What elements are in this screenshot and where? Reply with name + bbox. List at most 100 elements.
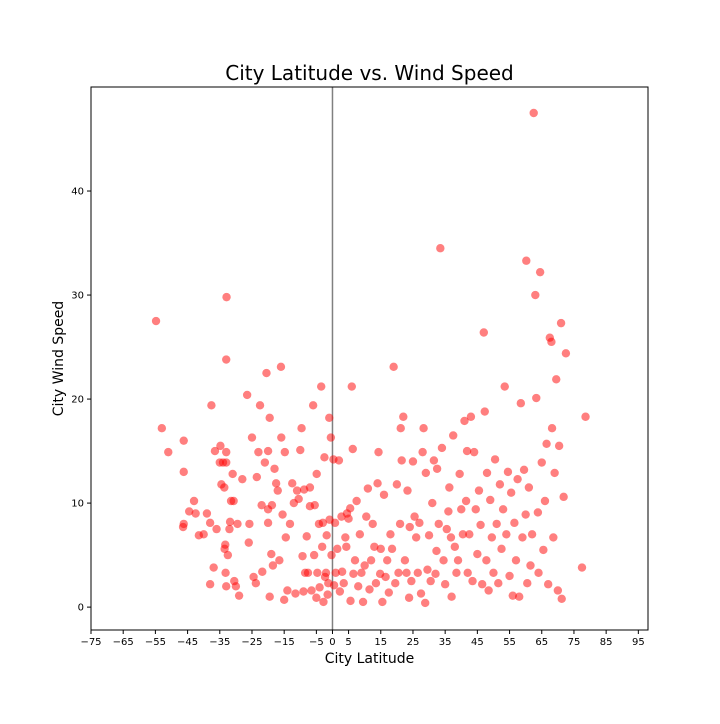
scatter-point — [404, 593, 414, 602]
scatter-point — [411, 533, 421, 542]
scatter-point — [312, 593, 321, 602]
scatter-point — [547, 337, 556, 347]
scatter-point — [205, 518, 215, 528]
scatter-point — [342, 542, 351, 551]
scatter-point — [387, 544, 397, 554]
scatter-point — [220, 483, 229, 492]
scatter-point — [524, 483, 534, 492]
scatter-point — [415, 518, 424, 528]
scatter-point — [310, 500, 319, 510]
scatter-point — [549, 533, 558, 542]
x-tick-label: 5 — [345, 637, 351, 648]
x-tick-label: 0 — [329, 637, 335, 648]
x-axis-label: City Latitude — [325, 651, 415, 667]
scatter-point — [442, 524, 451, 534]
scatter-point — [405, 522, 414, 532]
x-tick-label: 25 — [407, 637, 420, 648]
scatter-point — [535, 267, 545, 277]
scatter-point — [484, 586, 493, 595]
scatter-point — [366, 556, 376, 565]
scatter-point — [378, 597, 387, 607]
scatter-point — [534, 568, 543, 577]
scatter-point — [461, 496, 471, 506]
scatter-point — [489, 568, 498, 577]
scatter-point — [234, 591, 244, 600]
scatter-point — [426, 576, 435, 586]
scatter-point — [280, 447, 290, 457]
scatter-point — [523, 578, 532, 588]
scatter-point — [510, 518, 519, 528]
scatter-point — [421, 468, 431, 478]
scatter-point — [207, 401, 216, 410]
scatter-point — [424, 531, 434, 540]
x-tick-label: 65 — [535, 637, 548, 648]
scatter-point — [471, 505, 480, 514]
scatter-point — [511, 556, 521, 565]
scatter-point — [494, 578, 503, 588]
scatter-point — [392, 480, 402, 489]
scatter-point — [376, 544, 385, 554]
scatter-point — [373, 479, 382, 488]
scatter-point — [532, 393, 541, 403]
scatter-point — [460, 416, 469, 426]
scatter-point — [270, 464, 279, 473]
scatter-point — [368, 519, 377, 529]
scatter-point — [474, 486, 484, 495]
scatter-point — [277, 433, 286, 442]
scatter-point — [265, 413, 274, 422]
scatter-point — [428, 498, 437, 508]
scatter-point — [151, 316, 161, 326]
scatter-point — [255, 401, 265, 410]
y-tick-label: 10 — [71, 499, 84, 510]
scatter-point — [557, 594, 566, 603]
scatter-point — [216, 441, 225, 451]
scatter-point — [275, 556, 284, 565]
scatter-point — [518, 533, 527, 542]
scatter-point — [345, 504, 355, 513]
scatter-point — [384, 588, 394, 597]
scatter-point — [244, 538, 253, 547]
scatter-point — [326, 433, 336, 442]
scatter-point — [260, 458, 270, 467]
scatter-point — [325, 413, 334, 422]
y-tick-label: 20 — [71, 395, 84, 406]
scatter-point — [495, 480, 505, 489]
scatter-point — [434, 519, 443, 529]
scatter-point — [416, 589, 426, 598]
scatter-point — [462, 446, 472, 456]
scatter-point — [540, 496, 550, 506]
scatter-point — [317, 382, 326, 391]
scatter-point — [350, 556, 360, 565]
scatter-point — [379, 490, 389, 499]
scatter-point — [205, 580, 215, 589]
scatter-point — [537, 458, 546, 467]
scatter-point — [553, 586, 563, 595]
scatter-point — [490, 455, 500, 464]
scatter-point — [476, 520, 485, 530]
scatter-point — [502, 530, 511, 539]
scatter-point — [157, 423, 167, 433]
scatter-point — [179, 519, 188, 529]
scatter-point — [238, 474, 247, 484]
x-tick-label: 15 — [374, 637, 387, 648]
scatter-point — [320, 453, 329, 462]
scatter-point — [281, 533, 290, 542]
scatter-point — [354, 582, 363, 591]
scatter-point — [453, 556, 463, 565]
scatter-point — [526, 561, 535, 570]
y-tick-label: 0 — [78, 603, 84, 614]
scatter-point — [309, 550, 319, 560]
scatter-point — [469, 447, 479, 457]
x-tick-label: −65 — [113, 637, 134, 648]
scatter-point — [418, 447, 427, 457]
x-tick-label: −75 — [80, 637, 101, 648]
scatter-point — [222, 292, 231, 302]
scatter-point — [429, 456, 439, 465]
scatter-point — [482, 468, 492, 478]
scatter-point — [365, 585, 374, 594]
y-tick-label: 40 — [71, 187, 84, 198]
scatter-point — [330, 518, 340, 528]
x-tick-label: −25 — [241, 637, 262, 648]
